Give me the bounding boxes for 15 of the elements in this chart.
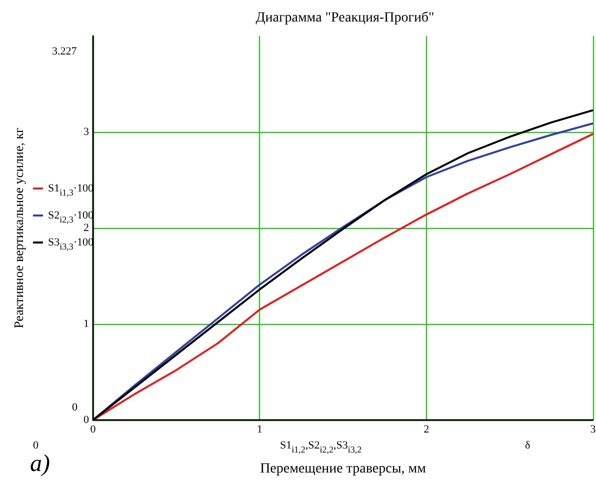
- text: 0: [33, 440, 39, 452]
- y-tick-label: 3: [84, 126, 90, 138]
- text: δ: [525, 440, 530, 452]
- text: 0: [72, 402, 78, 414]
- x-tick-label: 2: [424, 424, 430, 436]
- x-axis-title: Перемещение траверсы, мм: [260, 462, 426, 476]
- chart-title: Диаграмма "Реакция-Прогиб": [256, 10, 434, 26]
- y-tick-label: 1: [84, 318, 89, 330]
- y-tick-label: 0: [84, 414, 90, 426]
- y-axis-title: Реактивное вертикальное усилие, кг: [11, 128, 26, 328]
- x-tick-label: 1: [256, 424, 262, 436]
- text: а): [30, 451, 50, 477]
- y-tick-label: 2: [84, 222, 89, 234]
- x-tick-label: 3: [590, 424, 596, 436]
- text: 3.227: [52, 46, 78, 58]
